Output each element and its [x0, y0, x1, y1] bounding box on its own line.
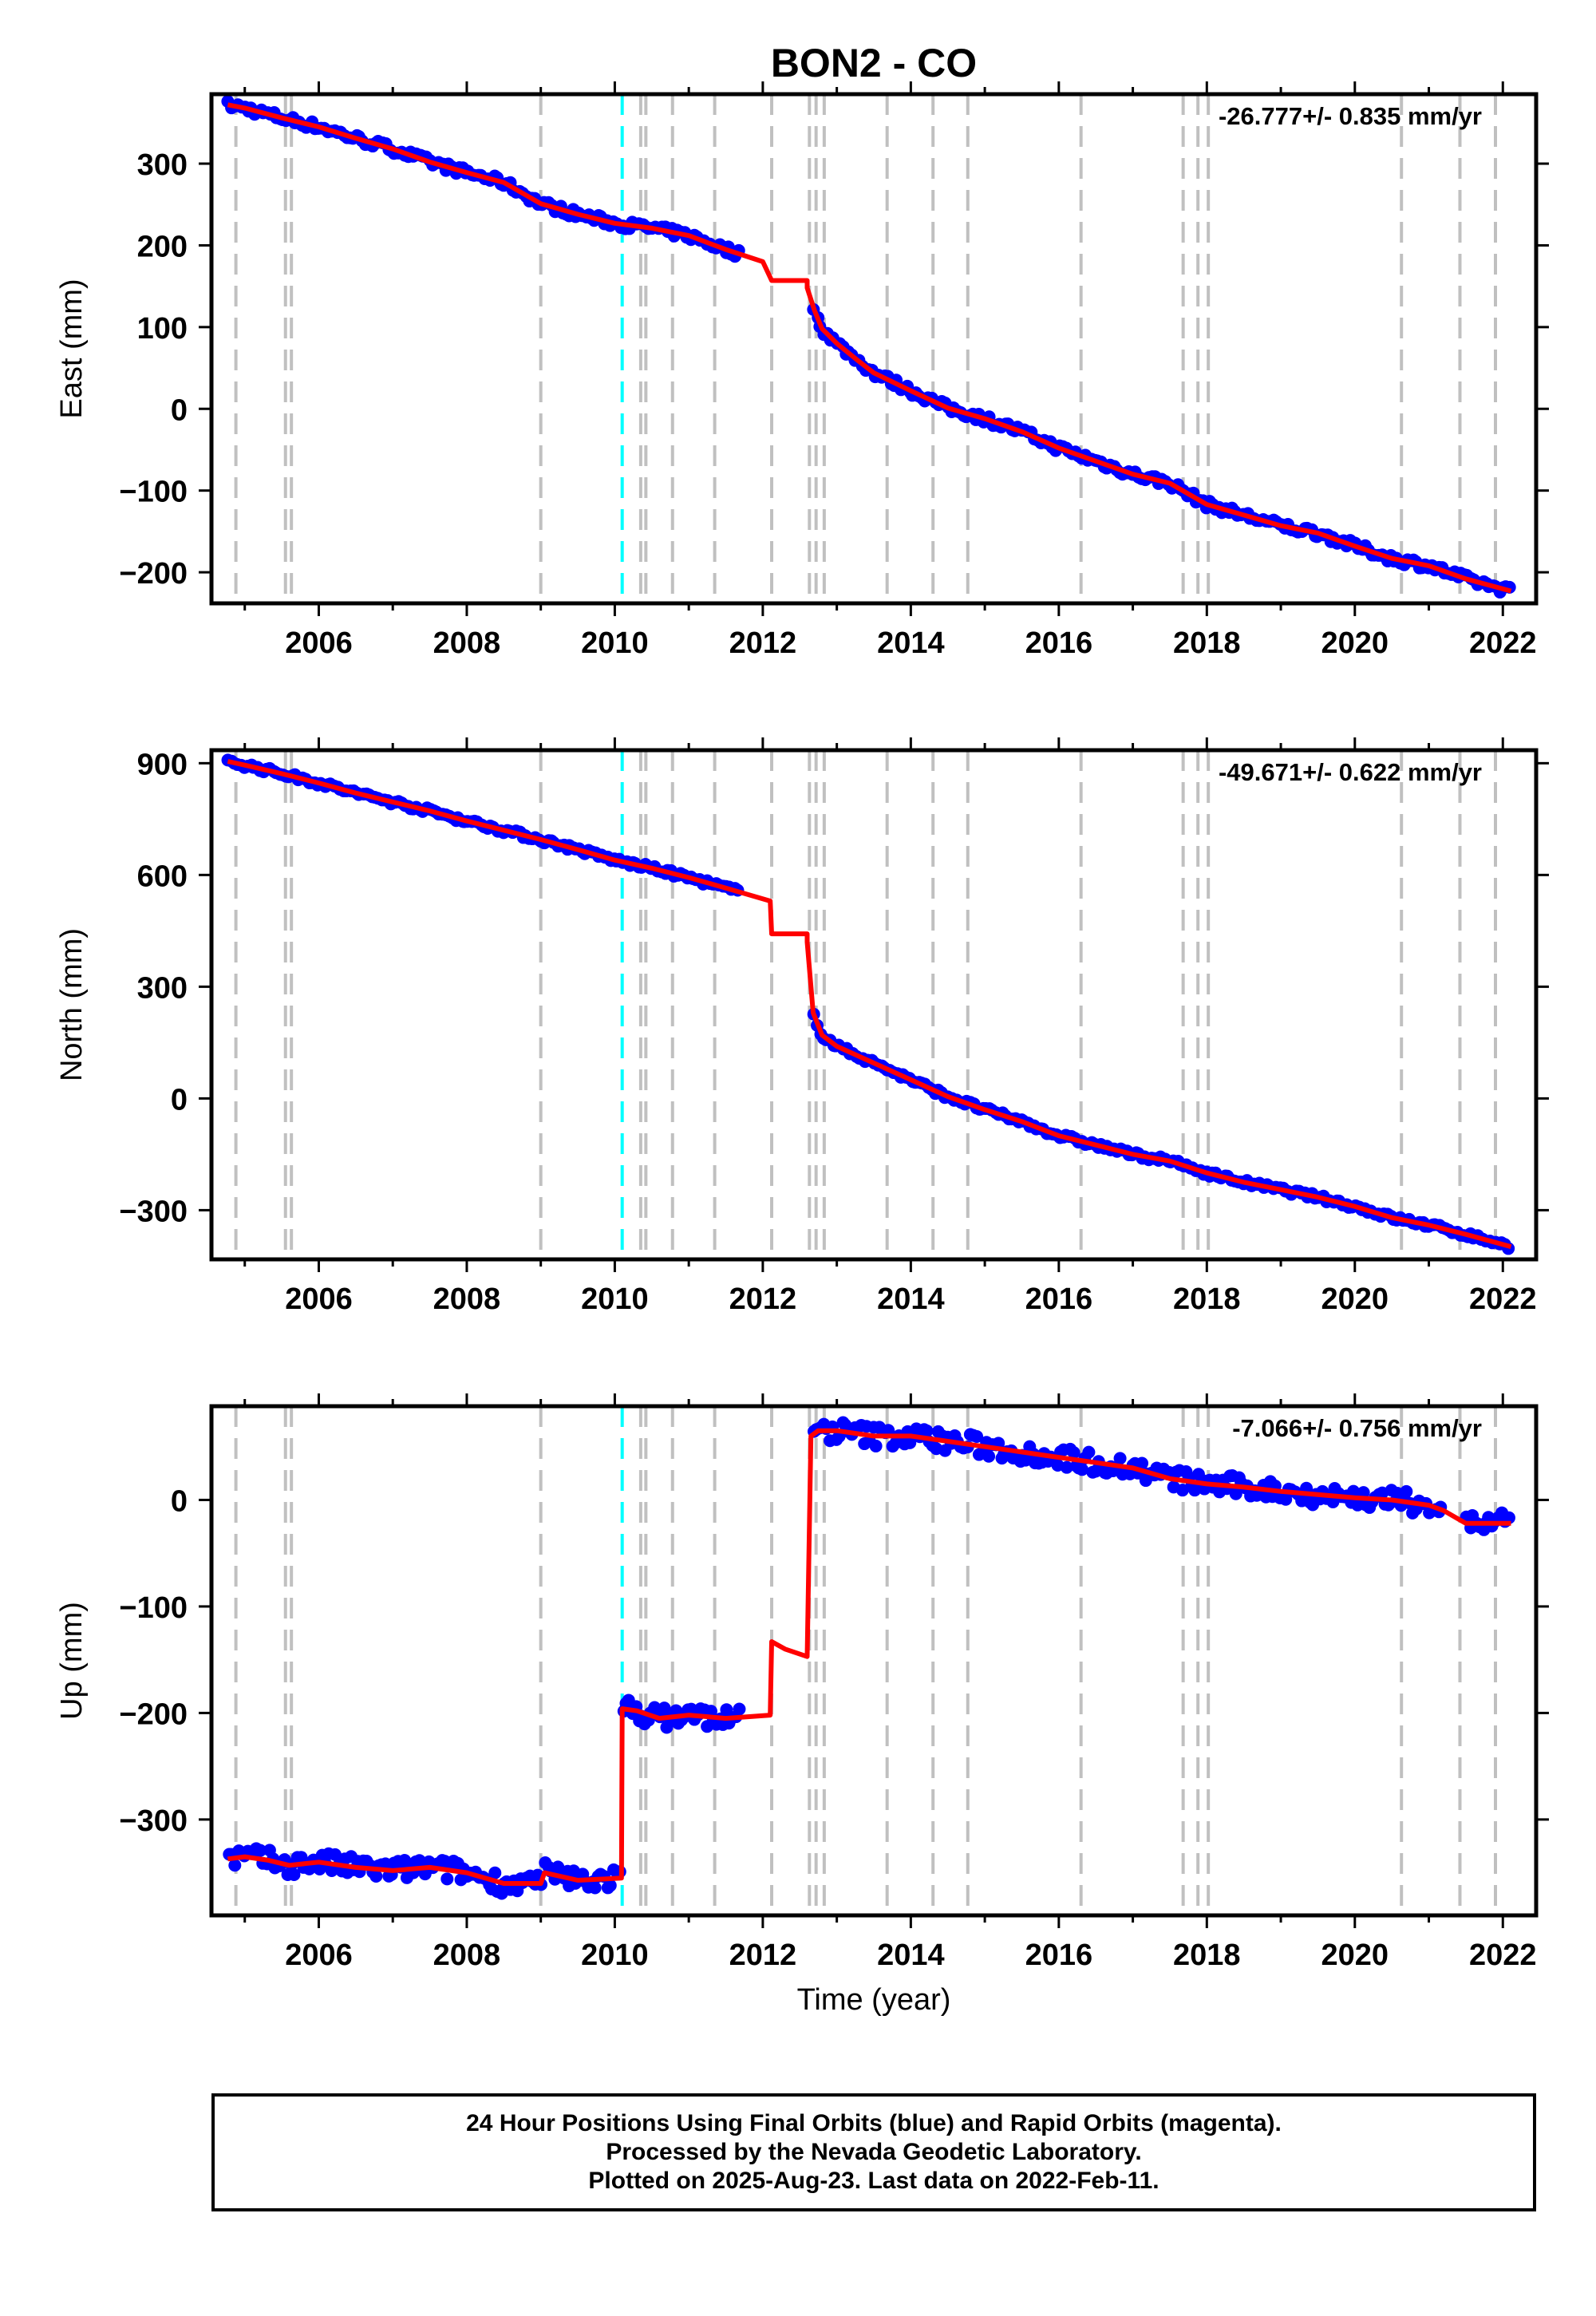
data-point [328, 1848, 342, 1861]
data-point [294, 1851, 308, 1864]
y-tick-label: −300 [119, 1195, 188, 1228]
x-tick-label: 2012 [729, 626, 797, 660]
data-point [603, 1879, 617, 1892]
velocity-annotation: -49.671+/- 0.622 mm/yr [1219, 758, 1482, 786]
x-tick-label: 2020 [1321, 1282, 1389, 1316]
x-tick-label: 2018 [1173, 1939, 1241, 1972]
data-point [920, 1424, 934, 1437]
y-tick-label: 100 [137, 312, 188, 346]
data-point [1502, 1511, 1515, 1524]
panel-up: 0 −100 −200 −300 2006 2008 2010 2012 2014 2016 201… [55, 1393, 1549, 1972]
y-tick-label: 600 [137, 860, 188, 893]
x-tick-label: 2016 [1025, 626, 1093, 660]
y-tick-label: 0 [171, 393, 188, 427]
data-point [369, 1869, 383, 1883]
x-tick-label: 2014 [877, 1282, 945, 1316]
footer-box: 24 Hour Positions Using Final Orbits (bl… [211, 2093, 1536, 2211]
x-tick-label: 2006 [285, 626, 353, 660]
y-axis-label: North (mm) [55, 928, 89, 1081]
x-tick-label: 2020 [1321, 1939, 1389, 1972]
data-point [488, 1866, 502, 1879]
y-tick-label: −200 [119, 1697, 188, 1731]
velocity-annotation: -7.066+/- 0.756 mm/yr [1232, 1414, 1482, 1442]
plot-frame [209, 92, 1539, 606]
data-point [1067, 1446, 1080, 1460]
x-tick-label: 2022 [1469, 1282, 1537, 1316]
x-tick-label: 2014 [877, 626, 945, 660]
y-tick-label: −200 [119, 557, 188, 591]
velocity-annotation: -26.777+/- 0.835 mm/yr [1219, 102, 1482, 130]
x-tick-label: 2010 [581, 1282, 649, 1316]
data-point [440, 1872, 454, 1886]
footer-line-2: Processed by the Nevada Geodetic Laborat… [606, 2139, 1142, 2165]
panel-east: 300 200 100 0 −100 −200 2006 2008 2010 2012 2014 20… [55, 81, 1549, 660]
data-point [658, 1701, 671, 1715]
x-tick-label: 2010 [581, 626, 649, 660]
y-axis-label: East (mm) [55, 279, 89, 418]
observed-points [223, 1416, 1515, 1900]
x-tick-label: 2022 [1469, 626, 1537, 660]
data-point [254, 1844, 267, 1857]
model-line [227, 102, 1512, 594]
data-point [1347, 1484, 1361, 1498]
data-point [1229, 1487, 1242, 1500]
data-point [982, 1449, 996, 1463]
x-tick-label: 2012 [729, 1282, 797, 1316]
x-tick-label: 2006 [285, 1939, 353, 1972]
x-tick-label: 2008 [433, 626, 501, 660]
data-point [1136, 1456, 1149, 1470]
y-tick-label: −100 [119, 1591, 188, 1625]
x-tick-label: 2010 [581, 1939, 649, 1972]
data-point [733, 1702, 746, 1716]
y-tick-label: 0 [171, 1484, 188, 1518]
data-point [970, 1429, 984, 1443]
y-tick-label: 300 [137, 971, 188, 1005]
y-tick-label: 0 [171, 1083, 188, 1117]
observed-points [221, 753, 1515, 1255]
data-point [1060, 1460, 1073, 1474]
observed-points [221, 95, 1516, 599]
data-point [588, 1881, 602, 1895]
data-point [1082, 1445, 1096, 1459]
data-point [228, 1859, 242, 1872]
figure-title: BON2 - CO [771, 41, 977, 85]
data-point [1076, 1463, 1089, 1476]
y-tick-label: 200 [137, 230, 188, 263]
x-tick-label: 2018 [1173, 626, 1241, 660]
x-tick-label: 2022 [1469, 1939, 1537, 1972]
data-point [882, 1424, 895, 1437]
x-tick-label: 2014 [877, 1939, 945, 1972]
x-axis-label: Time (year) [797, 1983, 951, 2017]
model-line [227, 759, 1512, 1249]
y-axis-label: Up (mm) [55, 1602, 89, 1720]
footer-line-3: Plotted on 2025-Aug-23. Last data on 202… [588, 2168, 1159, 2194]
x-tick-label: 2012 [729, 1939, 797, 1972]
y-tick-label: 900 [137, 748, 188, 781]
model-line [227, 1428, 1511, 1886]
y-tick-label: 300 [137, 148, 188, 182]
x-tick-label: 2016 [1025, 1939, 1093, 1972]
y-tick-label: −300 [119, 1804, 188, 1838]
plot-frame [209, 748, 1539, 1262]
x-tick-label: 2018 [1173, 1282, 1241, 1316]
x-tick-label: 2020 [1321, 626, 1389, 660]
data-point [1400, 1484, 1413, 1498]
y-tick-label: −100 [119, 476, 188, 509]
x-tick-label: 2016 [1025, 1282, 1093, 1316]
plot-frame [209, 1404, 1539, 1918]
x-tick-label: 2008 [433, 1282, 501, 1316]
data-point [287, 1867, 301, 1881]
data-point [869, 1439, 883, 1452]
panel-north: 900 600 300 0 −300 2006 2008 2010 2012 2014 2016 20… [55, 737, 1549, 1316]
data-point [1113, 1452, 1127, 1465]
x-tick-label: 2006 [285, 1282, 353, 1316]
data-point [1357, 1486, 1370, 1500]
data-point [1279, 1492, 1293, 1506]
x-tick-label: 2008 [433, 1939, 501, 1972]
footer-line-1: 24 Hour Positions Using Final Orbits (bl… [466, 2110, 1282, 2136]
